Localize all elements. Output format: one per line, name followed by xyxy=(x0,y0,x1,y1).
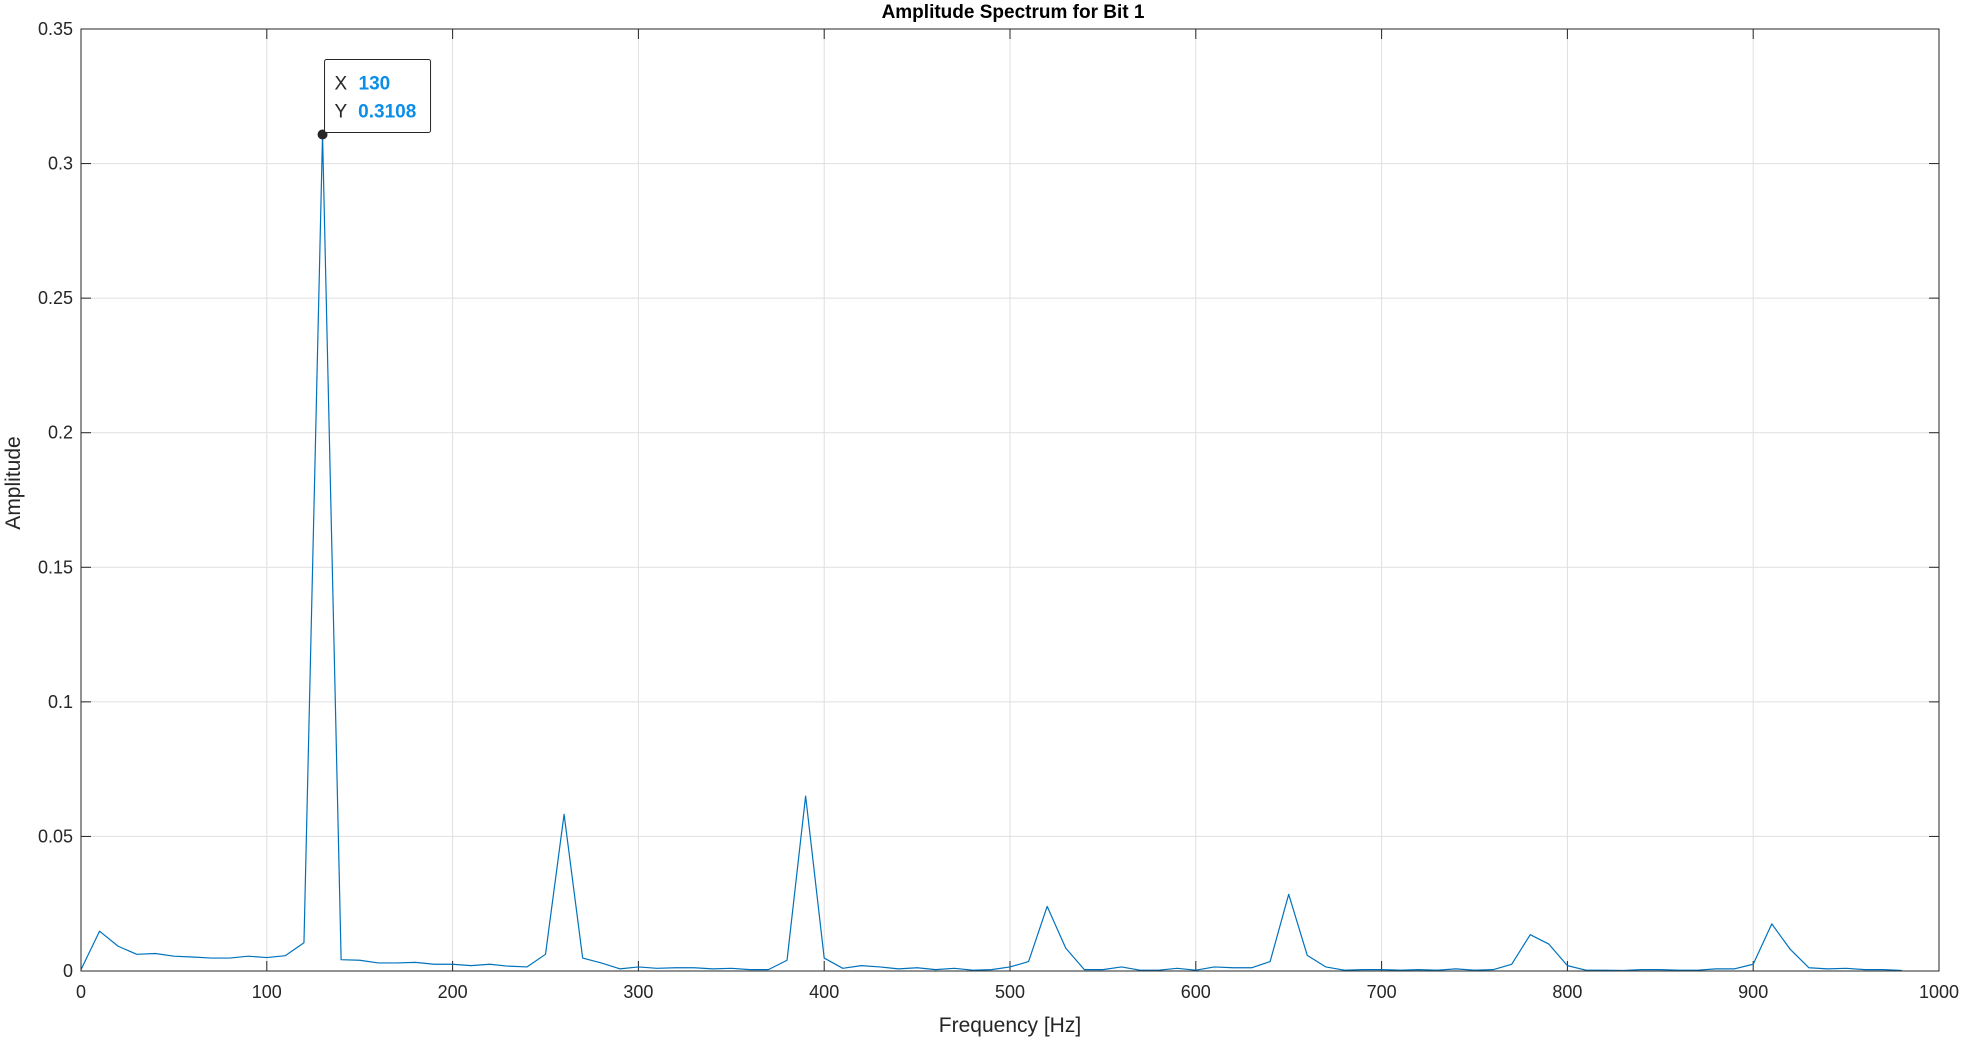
chart-title: Amplitude Spectrum for Bit 1 xyxy=(882,2,1145,23)
data-tip-x-row: X 130 xyxy=(335,74,391,95)
x-tick-label: 700 xyxy=(1367,982,1397,1002)
y-tick-label: 0.2 xyxy=(48,423,73,443)
data-tip-y-label: Y xyxy=(335,102,348,123)
data-tip-box xyxy=(324,59,432,134)
x-tick-labels: 0 100 200 300 400 500 600 700 800 900 1000 xyxy=(76,982,1959,1002)
x-tick-label: 0 xyxy=(76,982,86,1002)
series-line xyxy=(80,133,1902,972)
y-tick-label: 0.3 xyxy=(48,154,73,174)
x-tick-label: 500 xyxy=(995,982,1025,1002)
data-tip-x-label: X xyxy=(335,74,348,95)
x-tick-label: 300 xyxy=(623,982,653,1002)
x-tick-label: 1000 xyxy=(1919,982,1959,1002)
y-tick-label: 0.25 xyxy=(38,288,73,308)
y-tick-labels: 0 0.05 0.1 0.15 0.2 0.25 0.3 0.35 xyxy=(38,19,73,981)
x-tick-label: 200 xyxy=(438,982,468,1002)
data-tip-y-row: Y 0.3108 xyxy=(335,102,417,123)
data-tip-y-value: 0.3108 xyxy=(358,102,416,123)
x-tick-label: 600 xyxy=(1181,982,1211,1002)
y-tick-label: 0.15 xyxy=(38,557,73,577)
x-axis-label: Frequency [Hz] xyxy=(939,1014,1081,1037)
x-tick-label: 100 xyxy=(252,982,282,1002)
y-tick-label: 0.1 xyxy=(48,692,73,712)
data-tip[interactable]: X 130 Y 0.3108 xyxy=(317,59,432,140)
y-tick-label: 0.05 xyxy=(38,826,73,846)
axes-box xyxy=(80,28,1940,972)
series-group xyxy=(80,133,1902,972)
y-tick-label: 0.35 xyxy=(38,19,73,39)
x-tick-label: 900 xyxy=(1738,982,1768,1002)
x-tick-label: 800 xyxy=(1552,982,1582,1002)
y-tick-label: 0 xyxy=(63,961,73,981)
y-axis-label: Amplitude xyxy=(2,436,25,529)
data-tip-x-value: 130 xyxy=(359,74,391,95)
x-tick-label: 400 xyxy=(809,982,839,1002)
